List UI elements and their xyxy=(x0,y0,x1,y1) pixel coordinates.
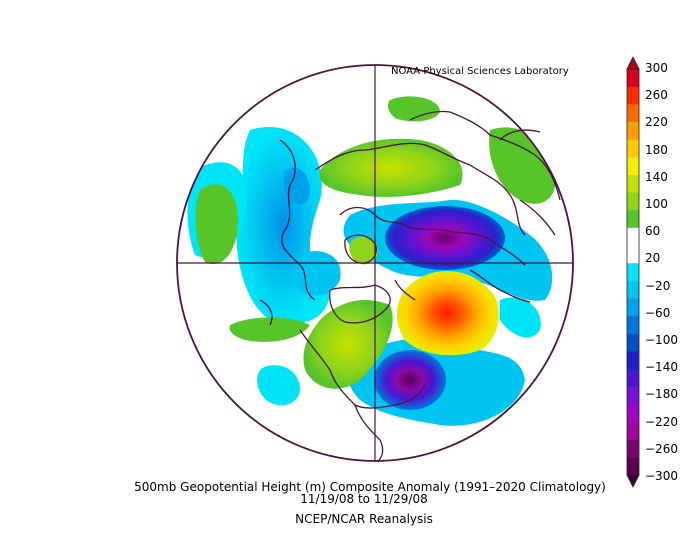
colorbar-label: 140 xyxy=(645,169,668,184)
colorbar-swatch xyxy=(627,280,639,299)
colorbar-label: −260 xyxy=(645,441,678,456)
negative-region-europe-north xyxy=(292,251,341,296)
colorbar-swatch xyxy=(627,333,639,352)
colorbar-swatch xyxy=(627,192,639,211)
colorbar-swatch xyxy=(627,227,639,247)
positive-region-north-america xyxy=(303,300,393,389)
positive-region-pacific-south xyxy=(229,317,310,342)
colorbar-label: −300 xyxy=(645,469,678,483)
colorbar-swatch xyxy=(627,439,639,458)
colorbar-swatch xyxy=(627,104,639,123)
colorbar-max-arrow xyxy=(626,56,640,70)
negative-region-asia-e xyxy=(283,167,310,205)
colorbar-min-arrow xyxy=(626,474,640,488)
colorbar-swatch xyxy=(627,316,639,335)
positive-region-asia xyxy=(319,138,463,197)
positive-region-greenland xyxy=(349,236,378,265)
caption-dates: 11/19/08 to 11/29/08 xyxy=(300,492,428,506)
colorbar-swatch xyxy=(627,369,639,388)
negative-region-atlantic-e xyxy=(500,297,541,338)
caption-title: 500mb Geopotential Height (m) Composite … xyxy=(134,480,606,494)
colorbar-swatch xyxy=(627,245,639,264)
graticule xyxy=(177,65,573,461)
colorbar-label: 20 xyxy=(645,251,661,266)
colorbar-label: 180 xyxy=(645,142,668,157)
low-anomaly-arctic xyxy=(385,206,505,270)
colorbar-label: −180 xyxy=(645,387,678,402)
colorbar-swatch xyxy=(627,174,639,194)
colorbar xyxy=(626,56,640,488)
colorbar-swatch xyxy=(627,157,639,176)
colorbar-swatch xyxy=(627,298,639,317)
colorbar-label: 300 xyxy=(645,61,668,75)
credit-label: NOAA Physical Sciences Laboratory xyxy=(391,66,569,77)
colorbar-swatch xyxy=(627,263,639,282)
positive-region-siberia xyxy=(387,96,440,122)
caption-source: NCEP/NCAR Reanalysis xyxy=(295,512,433,526)
colorbar-label: −100 xyxy=(645,333,678,347)
colorbar-label: −220 xyxy=(645,414,678,429)
colorbar-swatch xyxy=(627,386,639,405)
colorbar-swatch xyxy=(627,86,639,105)
colorbar-label: −20 xyxy=(645,278,671,293)
colorbar-swatch xyxy=(627,121,639,141)
colorbar-label: 260 xyxy=(645,88,668,103)
colorbar-swatch xyxy=(627,210,639,229)
colorbar-label: 60 xyxy=(645,224,661,239)
colorbar-label: −140 xyxy=(645,360,678,375)
negative-region-pacific-small xyxy=(257,365,300,406)
globe-outline xyxy=(176,64,574,462)
colorbar-swatch xyxy=(627,404,639,423)
colorbar-swatch xyxy=(627,422,639,441)
low-anomaly-east-us xyxy=(374,350,446,410)
colorbar-label: 220 xyxy=(645,115,668,130)
positive-region-north-pacific xyxy=(195,184,239,265)
high-anomaly-center xyxy=(397,271,497,355)
anomaly-field xyxy=(187,96,556,426)
colorbar-label: 100 xyxy=(645,197,668,211)
colorbar-swatch xyxy=(627,351,639,370)
colorbar-swatch xyxy=(627,457,639,476)
colorbar-swatch xyxy=(627,139,639,158)
colorbar-label: −60 xyxy=(645,305,671,320)
coastlines xyxy=(259,110,561,462)
colorbar-swatch xyxy=(627,69,639,88)
